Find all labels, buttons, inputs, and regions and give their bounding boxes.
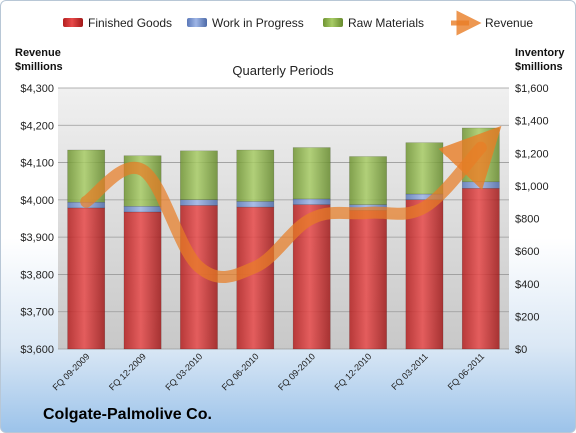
legend-label-work-in-progress: Work in Progress [212, 16, 304, 30]
legend-label-finished-goods: Finished Goods [88, 16, 172, 30]
left-tick-label: $4,100 [20, 158, 54, 170]
right-tick-label: $200 [515, 311, 539, 323]
left-axis-title-line1: Revenue [15, 47, 61, 59]
left-tick-label: $3,800 [20, 269, 54, 281]
legend-item-raw-materials: Raw Materials [323, 16, 424, 30]
bar-work-in-progress [461, 181, 500, 189]
left-axis-ticks: $3,600 $3,700 $3,800 $3,900 $4,000 $4,100 $4,2… [20, 83, 54, 356]
x-tick-label: FQ 09-2009 [51, 351, 92, 392]
x-tick-label: FQ 03-2010 [163, 351, 204, 392]
right-axis-ticks: $0 $200 $400 $600 $800 $1,000 $1,200 $1,400 $1,6… [515, 83, 549, 356]
bar-raw-materials [180, 150, 218, 200]
left-tick-label: $3,900 [20, 232, 54, 244]
x-tick-label: FQ 12-2009 [107, 351, 148, 392]
legend-item-revenue: Revenue [451, 10, 533, 36]
right-axis-title-line1: Inventory [515, 47, 565, 59]
chart-subtitle: Quarterly Periods [232, 63, 334, 78]
right-tick-label: $1,000 [515, 181, 549, 193]
bar-work-in-progress [292, 198, 331, 205]
x-axis-ticks: FQ 09-2009 FQ 12-2009 FQ 03-2010 FQ 06-2010… [51, 351, 487, 392]
left-tick-label: $4,000 [20, 195, 54, 207]
legend-label-revenue: Revenue [485, 16, 533, 30]
revenue-line [80, 125, 502, 284]
legend-swatch-work-in-progress [187, 18, 207, 27]
bar-work-in-progress [123, 206, 162, 213]
bar-finished-goods [461, 188, 500, 350]
left-axis-title-line2: $millions [15, 61, 63, 73]
right-axis-title-line2: $millions [515, 61, 563, 73]
right-tick-label: $0 [515, 344, 527, 356]
right-tick-label: $400 [515, 279, 539, 291]
left-tick-label: $3,600 [20, 344, 54, 356]
left-tick-label: $3,700 [20, 307, 54, 319]
legend-swatch-raw-materials [323, 18, 343, 27]
bar-work-in-progress [180, 199, 218, 206]
bar-finished-goods [67, 207, 106, 350]
x-tick-label: FQ 03-2011 [389, 351, 430, 392]
left-tick-label: $4,300 [20, 83, 54, 95]
right-tick-label: $1,400 [515, 116, 549, 128]
legend: Finished Goods Work in Progress Raw Mate… [63, 10, 533, 36]
bar-raw-materials [405, 142, 444, 195]
bar-raw-materials [236, 149, 275, 202]
bar-finished-goods [349, 210, 387, 350]
right-tick-label: $600 [515, 246, 539, 258]
x-tick-label: FQ 12-2010 [332, 351, 373, 392]
x-tick-label: FQ 06-2010 [220, 351, 261, 392]
bar-raw-materials [349, 156, 387, 205]
legend-item-finished-goods: Finished Goods [63, 16, 172, 30]
bar-finished-goods [405, 199, 444, 350]
right-tick-label: $1,200 [515, 148, 549, 160]
right-tick-label: $800 [515, 214, 539, 226]
bar-finished-goods [123, 211, 162, 350]
x-tick-label: FQ 06-2011 [446, 351, 487, 392]
company-name: Colgate-Palmolive Co. [43, 406, 212, 423]
left-tick-label: $4,200 [20, 120, 54, 132]
x-tick-label: FQ 09-2010 [276, 351, 317, 392]
revenue-line-path [80, 125, 502, 284]
bar-work-in-progress [236, 201, 275, 208]
legend-label-raw-materials: Raw Materials [348, 16, 424, 30]
legend-item-work-in-progress: Work in Progress [187, 16, 304, 30]
bars [67, 127, 500, 350]
bar-raw-materials [292, 147, 331, 200]
legend-swatch-finished-goods [63, 18, 83, 27]
right-tick-label: $1,600 [515, 83, 549, 95]
